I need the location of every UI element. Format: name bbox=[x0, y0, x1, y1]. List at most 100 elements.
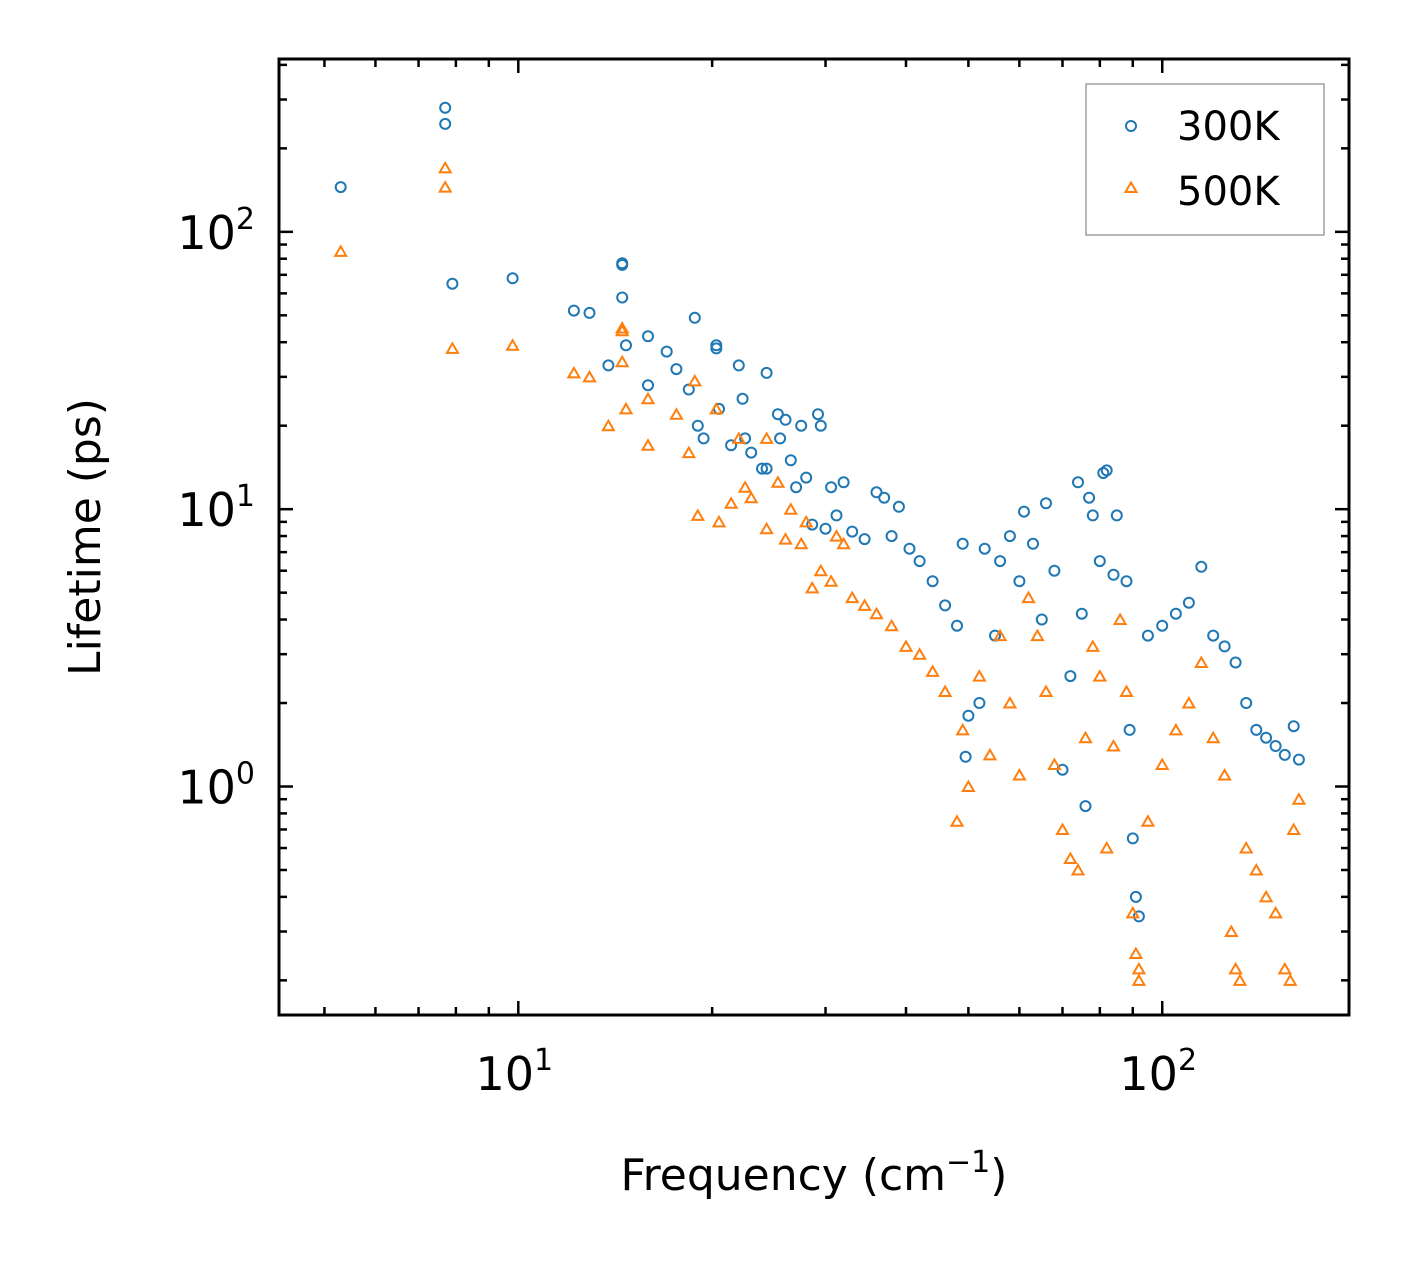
data-point bbox=[732, 359, 745, 372]
series-layer bbox=[333, 101, 1307, 986]
data-point bbox=[962, 709, 975, 722]
data-point bbox=[778, 532, 793, 545]
data-point bbox=[951, 619, 963, 632]
data-point bbox=[690, 508, 706, 521]
data-point bbox=[892, 500, 905, 513]
data-point bbox=[745, 446, 758, 459]
y-tick-label: 100 bbox=[177, 757, 255, 815]
data-point bbox=[614, 321, 630, 334]
data-point bbox=[614, 323, 630, 337]
data-point bbox=[1027, 537, 1039, 550]
data-point bbox=[760, 366, 773, 379]
data-point bbox=[614, 354, 630, 368]
data-point bbox=[800, 471, 813, 484]
legend-label-500k: 500K bbox=[1177, 169, 1281, 215]
data-point bbox=[681, 445, 697, 459]
data-point bbox=[898, 639, 914, 652]
data-point bbox=[846, 525, 859, 538]
data-point bbox=[583, 306, 596, 319]
data-point bbox=[1013, 575, 1026, 588]
data-point bbox=[913, 555, 926, 568]
data-point bbox=[759, 521, 774, 535]
data-point bbox=[804, 580, 820, 594]
data-point bbox=[688, 311, 701, 324]
data-point bbox=[783, 502, 799, 515]
data-point bbox=[437, 160, 453, 174]
data-point bbox=[1169, 607, 1182, 620]
data-point bbox=[1140, 814, 1156, 827]
data-point bbox=[1040, 497, 1052, 510]
data-point bbox=[697, 432, 710, 445]
data-point bbox=[334, 181, 347, 194]
data-point bbox=[1224, 924, 1239, 937]
data-point bbox=[912, 647, 927, 660]
legend-box bbox=[1085, 83, 1325, 236]
data-point bbox=[784, 454, 797, 467]
data-point bbox=[1097, 467, 1110, 479]
data-point bbox=[710, 342, 723, 355]
data-point bbox=[770, 475, 786, 488]
data-point bbox=[1156, 619, 1169, 632]
legend-marker-300k bbox=[1125, 120, 1137, 132]
data-point bbox=[1286, 822, 1301, 835]
data-point bbox=[1250, 723, 1263, 736]
data-point bbox=[1030, 628, 1045, 642]
data-point bbox=[1249, 863, 1264, 876]
data-point bbox=[844, 590, 860, 604]
plot-frame bbox=[277, 57, 1351, 1017]
data-point bbox=[1072, 476, 1084, 489]
data-point bbox=[857, 598, 872, 611]
data-point bbox=[1260, 731, 1273, 744]
data-point bbox=[1063, 851, 1078, 864]
data-point bbox=[670, 363, 683, 376]
data-point bbox=[830, 509, 843, 522]
data-point bbox=[725, 439, 738, 452]
data-point bbox=[640, 438, 656, 451]
data-point bbox=[819, 522, 832, 535]
data-point bbox=[445, 341, 460, 354]
data-point bbox=[1099, 841, 1114, 854]
data-point bbox=[567, 304, 580, 317]
data-point bbox=[798, 514, 814, 528]
data-point bbox=[439, 101, 452, 114]
data-point bbox=[687, 373, 703, 387]
data-point bbox=[1217, 768, 1232, 781]
data-point bbox=[711, 514, 727, 528]
data-point bbox=[829, 529, 844, 542]
data-point bbox=[949, 814, 965, 827]
data-point bbox=[1092, 669, 1108, 682]
data-point bbox=[1018, 505, 1030, 518]
data-point bbox=[779, 413, 792, 426]
data-point bbox=[437, 180, 453, 193]
data-point bbox=[1232, 973, 1248, 986]
data-point bbox=[333, 244, 348, 257]
x-tick-label: 101 bbox=[475, 1043, 553, 1101]
data-point bbox=[640, 391, 656, 405]
data-point bbox=[774, 432, 787, 445]
data-point bbox=[837, 476, 850, 489]
data-point bbox=[771, 408, 784, 421]
data-point bbox=[669, 407, 684, 420]
data-point bbox=[1110, 509, 1123, 522]
data-point bbox=[1195, 560, 1208, 573]
data-point bbox=[1083, 491, 1096, 504]
data-point bbox=[1055, 822, 1070, 835]
data-point bbox=[709, 401, 724, 415]
data-point bbox=[903, 542, 916, 555]
data-point bbox=[978, 542, 991, 555]
data-point bbox=[1182, 596, 1195, 609]
data-point bbox=[505, 338, 520, 351]
data-point bbox=[1240, 697, 1253, 709]
data-point bbox=[1141, 629, 1154, 642]
data-point bbox=[926, 575, 939, 588]
data-point bbox=[731, 431, 747, 444]
data-point bbox=[885, 530, 898, 543]
data-point bbox=[723, 496, 739, 509]
data-point bbox=[973, 697, 986, 709]
data-point bbox=[1194, 655, 1209, 668]
data-point bbox=[870, 486, 883, 499]
data-point bbox=[814, 419, 827, 432]
y-tick-label: 102 bbox=[177, 202, 255, 260]
data-point bbox=[955, 722, 970, 736]
data-point bbox=[972, 669, 987, 682]
